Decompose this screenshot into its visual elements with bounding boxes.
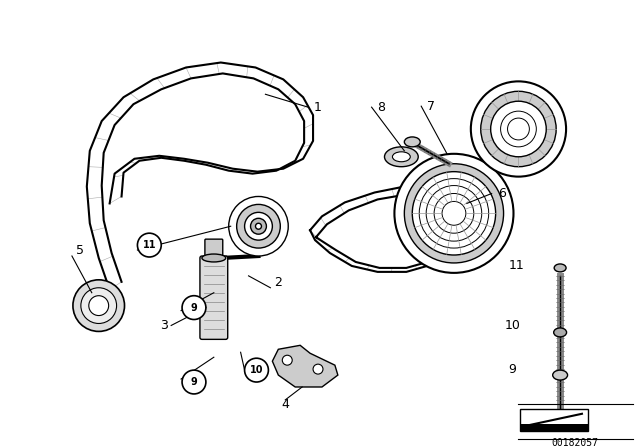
Ellipse shape	[404, 137, 420, 147]
Ellipse shape	[392, 152, 410, 162]
Text: 1: 1	[314, 101, 322, 114]
Text: 10: 10	[504, 319, 520, 332]
Text: 11: 11	[143, 240, 156, 250]
Ellipse shape	[228, 197, 288, 256]
Circle shape	[182, 296, 206, 319]
Text: 4: 4	[282, 398, 289, 411]
Ellipse shape	[73, 280, 125, 332]
Ellipse shape	[385, 147, 418, 167]
Circle shape	[244, 358, 268, 382]
Text: 00182057: 00182057	[552, 438, 598, 448]
Circle shape	[182, 370, 206, 394]
Ellipse shape	[554, 328, 566, 337]
Ellipse shape	[553, 370, 568, 380]
Circle shape	[282, 355, 292, 365]
Ellipse shape	[81, 288, 116, 323]
Ellipse shape	[237, 204, 280, 248]
Ellipse shape	[250, 218, 266, 234]
Polygon shape	[273, 345, 338, 387]
Text: 6: 6	[498, 187, 506, 200]
FancyBboxPatch shape	[205, 239, 223, 257]
Bar	[520, 424, 588, 431]
Ellipse shape	[404, 164, 504, 263]
Ellipse shape	[255, 223, 262, 229]
Ellipse shape	[202, 254, 226, 262]
Text: 11: 11	[509, 259, 524, 272]
Text: 5: 5	[76, 244, 84, 257]
Text: 7: 7	[427, 99, 435, 113]
Ellipse shape	[554, 264, 566, 272]
Text: 3: 3	[160, 319, 168, 332]
Text: 8: 8	[378, 101, 385, 114]
Circle shape	[313, 364, 323, 374]
Text: 10: 10	[250, 365, 263, 375]
Text: 9: 9	[191, 302, 197, 313]
Ellipse shape	[491, 101, 546, 157]
FancyBboxPatch shape	[200, 256, 228, 339]
Ellipse shape	[471, 82, 566, 177]
Circle shape	[138, 233, 161, 257]
Ellipse shape	[89, 296, 109, 315]
Ellipse shape	[481, 91, 556, 167]
Text: 9: 9	[509, 362, 516, 375]
Text: 2: 2	[275, 276, 282, 289]
Ellipse shape	[244, 212, 273, 240]
Text: 9: 9	[191, 377, 197, 387]
Bar	[520, 409, 588, 431]
Ellipse shape	[394, 154, 513, 273]
Ellipse shape	[412, 172, 495, 255]
